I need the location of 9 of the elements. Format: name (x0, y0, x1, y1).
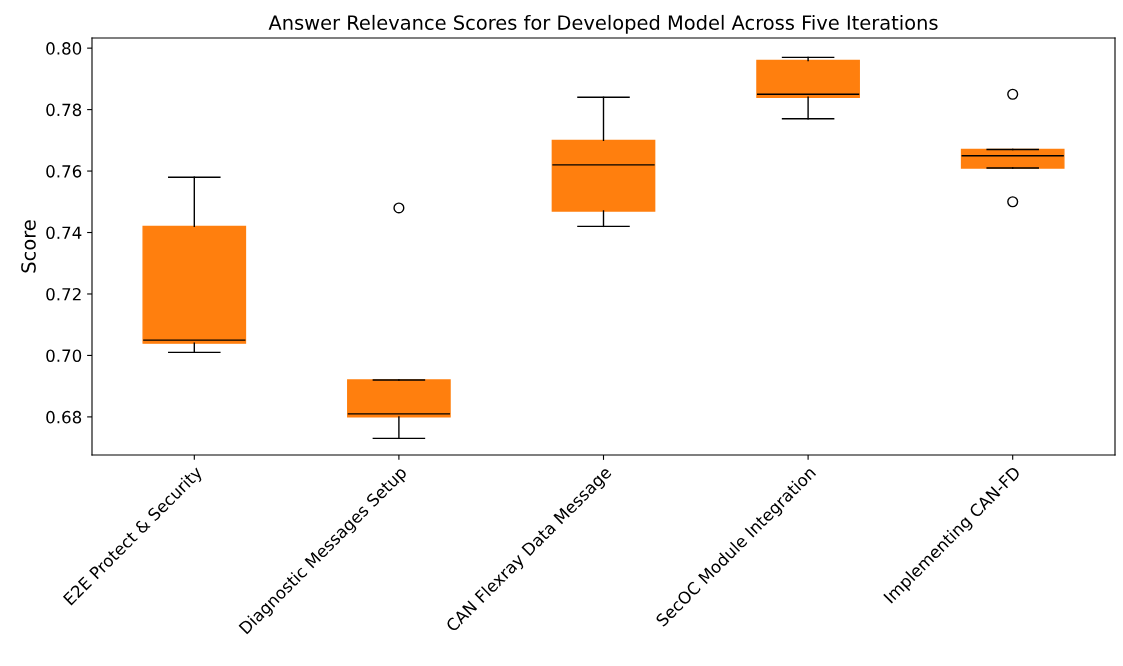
chart-title: Answer Relevance Scores for Developed Model Across Five Iterations (268, 14, 938, 34)
y-tick-label: 0.74 (46, 226, 82, 240)
y-tick-label: 0.68 (46, 410, 82, 424)
y-tick-label: 0.72 (46, 287, 81, 301)
y-tick-label: 0.70 (46, 349, 82, 363)
y-axis-title: Score (21, 220, 36, 273)
y-tick-label: 0.80 (46, 42, 82, 55)
y-tick-label: 0.76 (46, 165, 82, 178)
y-tick-label: 0.78 (46, 103, 82, 117)
